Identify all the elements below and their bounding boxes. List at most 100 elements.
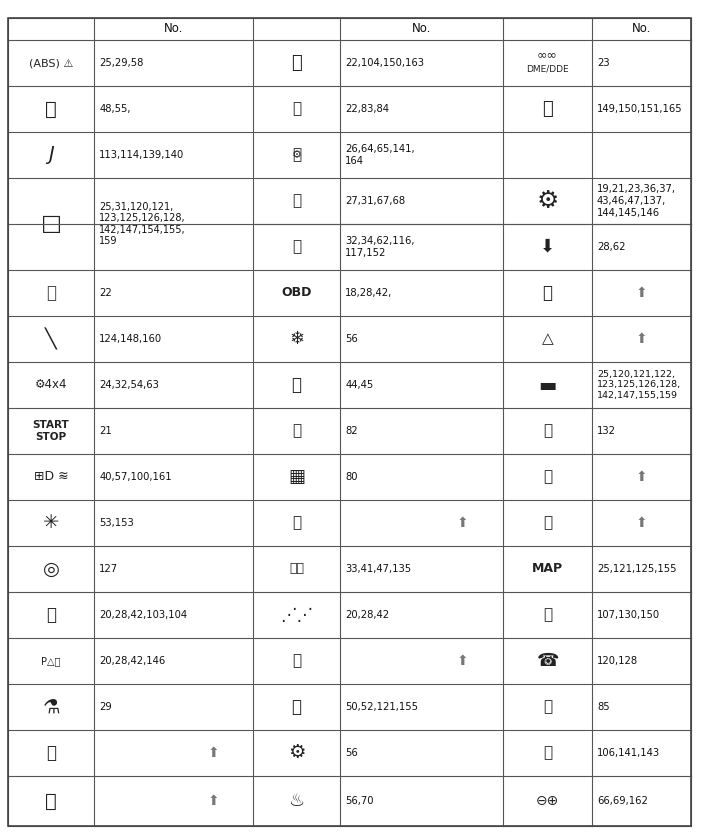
Text: ☎: ☎ (537, 652, 558, 670)
Text: ◎: ◎ (42, 559, 60, 579)
Text: 💺: 💺 (292, 147, 301, 162)
Text: 20,28,42,103,104: 20,28,42,103,104 (99, 610, 188, 620)
Text: J: J (48, 145, 54, 165)
Text: □: □ (41, 214, 61, 234)
Text: 20,28,42: 20,28,42 (345, 610, 389, 620)
Text: ⚙: ⚙ (537, 189, 558, 213)
Text: 26,64,65,141,
164: 26,64,65,141, 164 (345, 144, 415, 166)
Text: 48,55,: 48,55, (99, 104, 130, 114)
Text: 25,120,121,122,
123,125,126,128,
142,147,155,159: 25,120,121,122, 123,125,126,128, 142,147… (597, 370, 681, 400)
Text: 44,45: 44,45 (345, 380, 374, 390)
Text: 🔋: 🔋 (292, 698, 302, 716)
Text: No.: No. (632, 23, 651, 35)
Text: ∞∞: ∞∞ (537, 48, 558, 62)
Text: 66,69,162: 66,69,162 (597, 796, 648, 806)
Text: ⊞D ≋: ⊞D ≋ (34, 471, 68, 483)
Text: 20,28,42,146: 20,28,42,146 (99, 656, 166, 666)
Text: 22,104,150,163: 22,104,150,163 (345, 58, 424, 68)
Text: 24,32,54,63: 24,32,54,63 (99, 380, 159, 390)
Text: ⋰⋰: ⋰⋰ (280, 606, 313, 624)
Text: 📷: 📷 (543, 700, 552, 715)
Text: 32,34,62,116,
117,152: 32,34,62,116, 117,152 (345, 237, 415, 257)
Text: ⬆: ⬆ (456, 516, 468, 530)
Text: △: △ (541, 332, 553, 346)
Text: 🚗: 🚗 (543, 608, 552, 623)
Text: ⬆: ⬆ (207, 746, 219, 760)
Text: ⚙: ⚙ (292, 150, 302, 160)
Text: 23: 23 (597, 58, 610, 68)
Text: 107,130,150: 107,130,150 (597, 610, 660, 620)
Text: Ⓟ: Ⓟ (45, 792, 57, 810)
Text: 50,52,121,155: 50,52,121,155 (345, 702, 418, 712)
Text: 29: 29 (99, 702, 112, 712)
Text: 🚗: 🚗 (292, 654, 301, 669)
Text: 🔧: 🔧 (45, 99, 57, 119)
Text: ⬆: ⬆ (636, 332, 647, 346)
Text: 132: 132 (597, 426, 616, 436)
Text: 🔋: 🔋 (543, 424, 552, 439)
Text: ⚙: ⚙ (288, 743, 305, 762)
Text: 106,141,143: 106,141,143 (597, 748, 660, 758)
Text: ⬜: ⬜ (46, 284, 56, 302)
Text: ♨: ♨ (288, 792, 305, 810)
Text: ▦: ▦ (288, 468, 305, 486)
Text: ⬆: ⬆ (207, 794, 219, 808)
Text: 🚗: 🚗 (542, 284, 553, 302)
Text: ✳: ✳ (43, 513, 59, 533)
Text: 80: 80 (345, 472, 357, 482)
Text: No.: No. (412, 23, 431, 35)
Text: MAP: MAP (532, 563, 563, 575)
Text: 18,28,42,: 18,28,42, (345, 288, 393, 298)
Text: ▬: ▬ (539, 375, 557, 395)
Text: 53,153: 53,153 (99, 518, 134, 528)
Text: 124,148,160: 124,148,160 (99, 334, 162, 344)
Text: DME/DDE: DME/DDE (526, 64, 569, 74)
Text: 25,31,120,121,
123,125,126,128,
142,147,154,155,
159: 25,31,120,121, 123,125,126,128, 142,147,… (99, 201, 186, 247)
Text: 149,150,151,165: 149,150,151,165 (597, 104, 682, 114)
Text: 22,83,84: 22,83,84 (345, 104, 389, 114)
Text: 🚗: 🚗 (292, 101, 301, 116)
Text: ⬇: ⬇ (540, 238, 555, 256)
Text: 🚪: 🚪 (291, 54, 302, 72)
Text: 113,114,139,140: 113,114,139,140 (99, 150, 185, 160)
Text: 🔧: 🔧 (292, 376, 302, 394)
Text: 120,128: 120,128 (597, 656, 638, 666)
Text: 🎺: 🎺 (46, 744, 56, 762)
Text: 56,70: 56,70 (345, 796, 374, 806)
Text: 25,121,125,155: 25,121,125,155 (597, 564, 677, 574)
Text: 🚗: 🚗 (543, 746, 552, 761)
Text: ❄: ❄ (289, 330, 304, 348)
Text: ╲: ╲ (45, 328, 57, 350)
Text: 85: 85 (597, 702, 610, 712)
Text: 127: 127 (99, 564, 118, 574)
Text: 56: 56 (345, 334, 358, 344)
Text: P△🏠: P△🏠 (42, 656, 61, 666)
Text: 25,29,58: 25,29,58 (99, 58, 144, 68)
Text: No.: No. (164, 23, 183, 35)
Text: 🎪: 🎪 (543, 470, 552, 485)
Text: ⊖⊕: ⊖⊕ (536, 794, 559, 808)
Text: 27,31,67,68: 27,31,67,68 (345, 196, 405, 206)
Text: (ABS) ⚠: (ABS) ⚠ (29, 58, 73, 68)
Text: ⬆: ⬆ (456, 654, 468, 668)
Text: OBD: OBD (281, 287, 312, 299)
Text: 🪑: 🪑 (292, 193, 301, 208)
Text: 📶: 📶 (46, 606, 56, 624)
Text: 🧍: 🧍 (292, 239, 301, 254)
Text: 21: 21 (99, 426, 112, 436)
Text: ⬆: ⬆ (636, 516, 647, 530)
Text: ⚗: ⚗ (42, 697, 60, 716)
Text: 19,21,23,36,37,
43,46,47,137,
144,145,146: 19,21,23,36,37, 43,46,47,137, 144,145,14… (597, 185, 676, 217)
Text: ⬆: ⬆ (636, 470, 647, 484)
Text: 📻: 📻 (543, 516, 552, 531)
Text: 40,57,100,161: 40,57,100,161 (99, 472, 172, 482)
Text: ⬆: ⬆ (636, 286, 647, 300)
Text: 33,41,47,135: 33,41,47,135 (345, 564, 411, 574)
Text: 82: 82 (345, 426, 357, 436)
Text: 22: 22 (99, 288, 112, 298)
Text: 🚗🚗: 🚗🚗 (289, 563, 304, 575)
Text: START
STOP: START STOP (32, 421, 70, 441)
Text: 📡: 📡 (292, 516, 301, 531)
Text: 56: 56 (345, 748, 358, 758)
Text: ⚙4x4: ⚙4x4 (35, 379, 67, 391)
